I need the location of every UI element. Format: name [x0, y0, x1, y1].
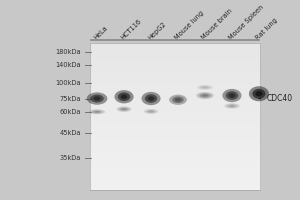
- Ellipse shape: [224, 103, 240, 109]
- Ellipse shape: [255, 91, 262, 96]
- Ellipse shape: [200, 93, 211, 98]
- Ellipse shape: [249, 86, 269, 101]
- Ellipse shape: [227, 104, 237, 108]
- Text: 35kDa: 35kDa: [59, 155, 81, 161]
- Text: Mouse brain: Mouse brain: [201, 8, 234, 41]
- Text: HCT116: HCT116: [120, 18, 142, 41]
- Ellipse shape: [121, 94, 128, 99]
- Ellipse shape: [148, 96, 154, 101]
- Ellipse shape: [222, 89, 242, 102]
- Text: Rat lung: Rat lung: [255, 17, 279, 41]
- Ellipse shape: [141, 92, 160, 105]
- Ellipse shape: [200, 86, 210, 89]
- Ellipse shape: [175, 98, 181, 102]
- Text: 60kDa: 60kDa: [59, 109, 81, 115]
- Text: HeLa: HeLa: [93, 25, 109, 41]
- Ellipse shape: [119, 107, 129, 111]
- Ellipse shape: [118, 92, 130, 101]
- Ellipse shape: [89, 109, 105, 114]
- Ellipse shape: [148, 111, 154, 112]
- Ellipse shape: [92, 110, 102, 113]
- Text: Mouse Spleen: Mouse Spleen: [228, 4, 265, 41]
- Ellipse shape: [197, 85, 213, 90]
- Text: Mouse lung: Mouse lung: [174, 10, 205, 41]
- Text: 75kDa: 75kDa: [59, 96, 81, 102]
- Ellipse shape: [90, 95, 104, 103]
- Text: CDC40: CDC40: [259, 94, 292, 103]
- Ellipse shape: [202, 94, 208, 97]
- Text: 140kDa: 140kDa: [55, 62, 81, 68]
- Ellipse shape: [94, 111, 100, 113]
- Text: 45kDa: 45kDa: [59, 130, 81, 136]
- Ellipse shape: [196, 92, 214, 99]
- Ellipse shape: [87, 92, 107, 105]
- Ellipse shape: [117, 107, 131, 112]
- Text: HepG2: HepG2: [147, 21, 167, 41]
- Ellipse shape: [252, 89, 266, 99]
- Text: 180kDa: 180kDa: [55, 49, 81, 55]
- Text: 100kDa: 100kDa: [55, 80, 81, 86]
- Ellipse shape: [122, 108, 127, 110]
- Ellipse shape: [146, 110, 156, 113]
- Ellipse shape: [145, 94, 157, 103]
- Ellipse shape: [172, 96, 184, 103]
- Ellipse shape: [202, 87, 208, 88]
- Ellipse shape: [229, 105, 235, 107]
- Ellipse shape: [229, 93, 235, 98]
- Ellipse shape: [93, 96, 101, 101]
- Ellipse shape: [169, 95, 187, 105]
- Bar: [90, 43, 260, 190]
- Ellipse shape: [115, 90, 134, 103]
- Ellipse shape: [226, 91, 238, 100]
- Ellipse shape: [144, 109, 158, 114]
